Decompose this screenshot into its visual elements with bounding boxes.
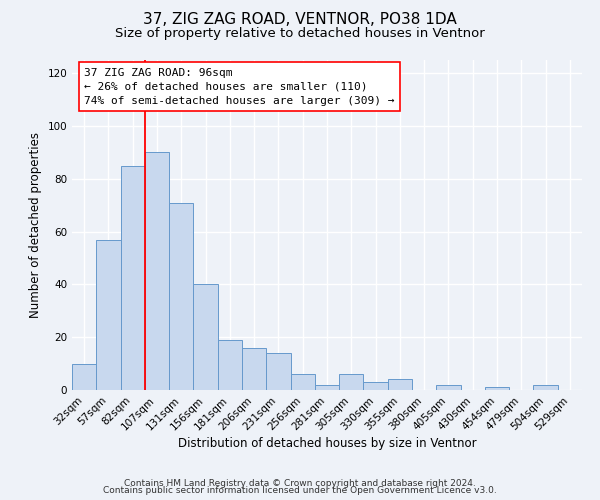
Bar [388, 380, 412, 390]
Bar [339, 374, 364, 390]
Bar [145, 152, 169, 390]
Bar [485, 388, 509, 390]
Bar [436, 384, 461, 390]
Bar [96, 240, 121, 390]
Bar [315, 384, 339, 390]
Bar [72, 364, 96, 390]
Text: Contains public sector information licensed under the Open Government Licence v3: Contains public sector information licen… [103, 486, 497, 495]
Bar [266, 353, 290, 390]
Text: 37, ZIG ZAG ROAD, VENTNOR, PO38 1DA: 37, ZIG ZAG ROAD, VENTNOR, PO38 1DA [143, 12, 457, 28]
Bar [290, 374, 315, 390]
Bar [218, 340, 242, 390]
Text: 37 ZIG ZAG ROAD: 96sqm
← 26% of detached houses are smaller (110)
74% of semi-de: 37 ZIG ZAG ROAD: 96sqm ← 26% of detached… [84, 68, 395, 106]
Bar [364, 382, 388, 390]
Y-axis label: Number of detached properties: Number of detached properties [29, 132, 42, 318]
Text: Size of property relative to detached houses in Ventnor: Size of property relative to detached ho… [115, 28, 485, 40]
X-axis label: Distribution of detached houses by size in Ventnor: Distribution of detached houses by size … [178, 438, 476, 450]
Bar [121, 166, 145, 390]
Bar [193, 284, 218, 390]
Text: Contains HM Land Registry data © Crown copyright and database right 2024.: Contains HM Land Registry data © Crown c… [124, 478, 476, 488]
Bar [169, 202, 193, 390]
Bar [533, 384, 558, 390]
Bar [242, 348, 266, 390]
